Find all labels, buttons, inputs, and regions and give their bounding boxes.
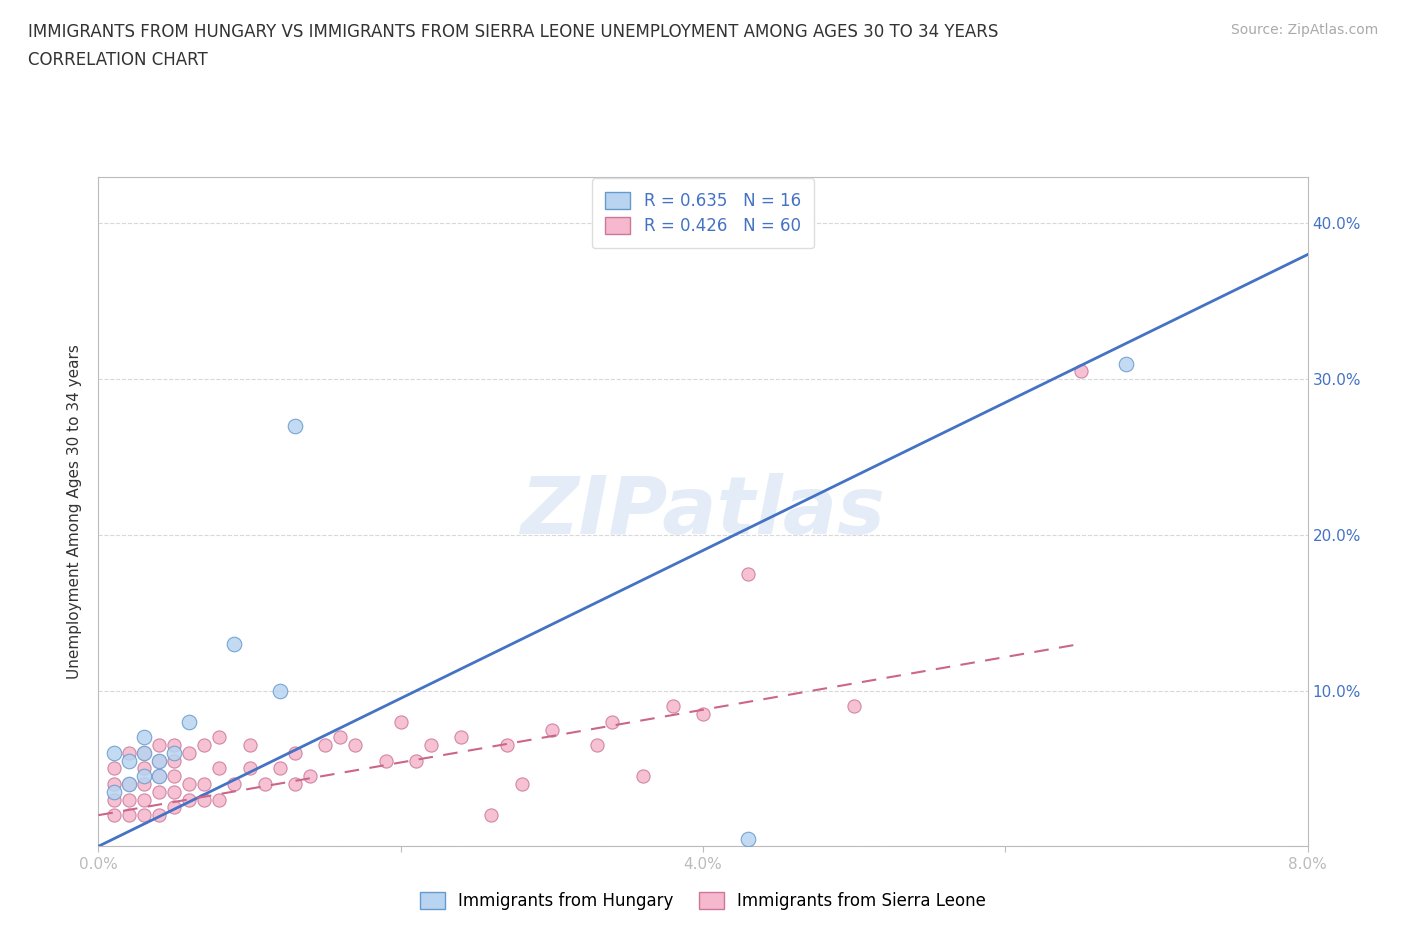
- Point: [148, 753, 170, 768]
- Point: [329, 730, 352, 745]
- Point: [1070, 364, 1092, 379]
- Point: [132, 746, 155, 761]
- Point: [132, 746, 155, 761]
- Point: [602, 714, 624, 729]
- Point: [224, 636, 246, 651]
- Point: [284, 418, 307, 433]
- Point: [118, 777, 141, 791]
- Point: [193, 792, 215, 807]
- Point: [284, 777, 307, 791]
- Point: [737, 831, 759, 846]
- Point: [208, 730, 231, 745]
- Point: [163, 784, 186, 799]
- Point: [163, 746, 186, 761]
- Point: [163, 800, 186, 815]
- Point: [103, 761, 125, 776]
- Point: [481, 808, 503, 823]
- Point: [148, 784, 170, 799]
- Point: [163, 737, 186, 752]
- Legend: Immigrants from Hungary, Immigrants from Sierra Leone: Immigrants from Hungary, Immigrants from…: [413, 885, 993, 917]
- Point: [737, 566, 759, 581]
- Text: CORRELATION CHART: CORRELATION CHART: [28, 51, 208, 69]
- Point: [1115, 356, 1137, 371]
- Point: [179, 792, 201, 807]
- Text: ZIPatlas: ZIPatlas: [520, 472, 886, 551]
- Point: [450, 730, 472, 745]
- Point: [118, 808, 141, 823]
- Point: [132, 761, 155, 776]
- Point: [132, 769, 155, 784]
- Point: [314, 737, 336, 752]
- Point: [148, 753, 170, 768]
- Point: [662, 698, 685, 713]
- Legend: R = 0.635   N = 16, R = 0.426   N = 60: R = 0.635 N = 16, R = 0.426 N = 60: [592, 179, 814, 248]
- Point: [179, 714, 201, 729]
- Point: [208, 792, 231, 807]
- Point: [179, 746, 201, 761]
- Point: [118, 746, 141, 761]
- Point: [631, 769, 654, 784]
- Point: [132, 777, 155, 791]
- Point: [405, 753, 427, 768]
- Point: [163, 753, 186, 768]
- Point: [103, 746, 125, 761]
- Point: [103, 808, 125, 823]
- Point: [420, 737, 443, 752]
- Point: [148, 737, 170, 752]
- Point: [510, 777, 533, 791]
- Text: Source: ZipAtlas.com: Source: ZipAtlas.com: [1230, 23, 1378, 37]
- Point: [103, 792, 125, 807]
- Point: [253, 777, 276, 791]
- Point: [132, 808, 155, 823]
- Point: [148, 769, 170, 784]
- Point: [374, 753, 396, 768]
- Point: [284, 746, 307, 761]
- Point: [179, 777, 201, 791]
- Point: [103, 784, 125, 799]
- Point: [224, 777, 246, 791]
- Point: [193, 737, 215, 752]
- Point: [118, 792, 141, 807]
- Point: [148, 769, 170, 784]
- Point: [389, 714, 412, 729]
- Point: [844, 698, 866, 713]
- Point: [299, 769, 322, 784]
- Point: [692, 707, 714, 722]
- Point: [103, 777, 125, 791]
- Point: [269, 761, 291, 776]
- Point: [193, 777, 215, 791]
- Point: [118, 753, 141, 768]
- Point: [269, 684, 291, 698]
- Point: [344, 737, 367, 752]
- Point: [163, 769, 186, 784]
- Y-axis label: Unemployment Among Ages 30 to 34 years: Unemployment Among Ages 30 to 34 years: [67, 344, 83, 679]
- Point: [495, 737, 517, 752]
- Point: [132, 730, 155, 745]
- Point: [239, 737, 262, 752]
- Point: [586, 737, 609, 752]
- Point: [132, 792, 155, 807]
- Point: [541, 722, 564, 737]
- Point: [239, 761, 262, 776]
- Text: IMMIGRANTS FROM HUNGARY VS IMMIGRANTS FROM SIERRA LEONE UNEMPLOYMENT AMONG AGES : IMMIGRANTS FROM HUNGARY VS IMMIGRANTS FR…: [28, 23, 998, 41]
- Point: [148, 808, 170, 823]
- Point: [208, 761, 231, 776]
- Point: [118, 777, 141, 791]
